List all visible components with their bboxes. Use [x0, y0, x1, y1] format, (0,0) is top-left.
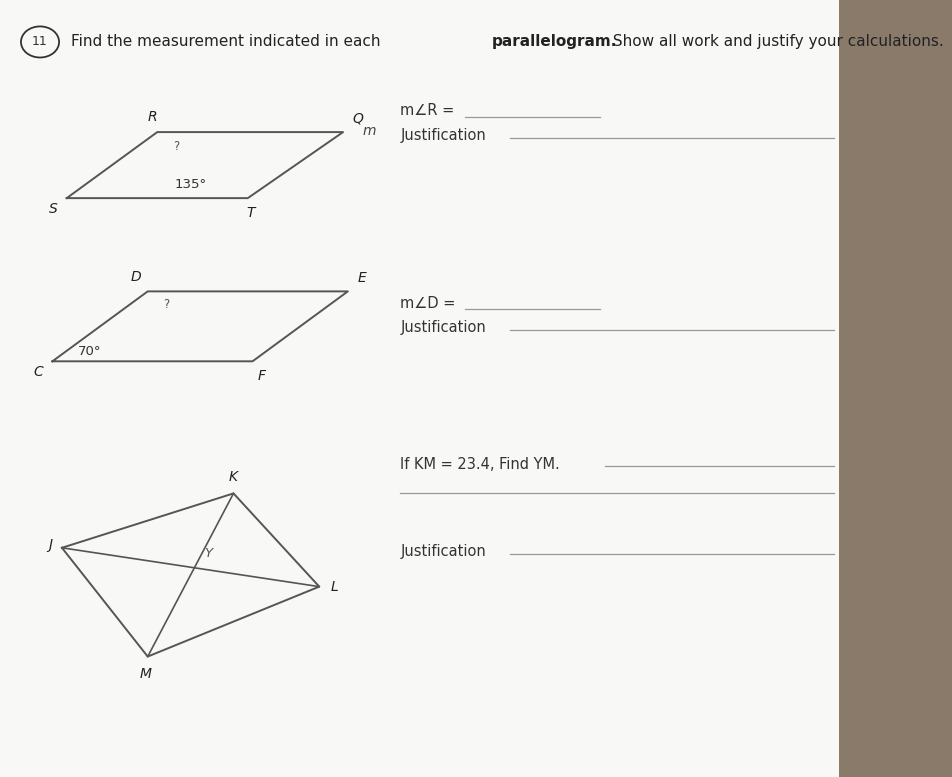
Text: M: M — [140, 667, 151, 681]
Text: F: F — [257, 369, 265, 383]
FancyBboxPatch shape — [0, 0, 866, 777]
Text: m∠D =: m∠D = — [400, 295, 455, 311]
Text: L: L — [330, 580, 338, 594]
Text: ?: ? — [173, 140, 179, 152]
Text: Justification: Justification — [400, 128, 486, 144]
Text: K: K — [228, 470, 238, 484]
Text: D: D — [130, 270, 141, 284]
Text: E: E — [357, 271, 366, 285]
Text: R: R — [148, 110, 157, 124]
Text: Q: Q — [352, 112, 363, 126]
Text: If KM = 23.4, Find YM.: If KM = 23.4, Find YM. — [400, 457, 560, 472]
Text: S: S — [49, 202, 57, 216]
Text: parallelogram.: parallelogram. — [491, 34, 617, 50]
Text: Show all work and justify your calculations.: Show all work and justify your calculati… — [607, 34, 942, 50]
Text: m∠R =: m∠R = — [400, 103, 454, 118]
Text: C: C — [33, 365, 43, 379]
Text: 135°: 135° — [174, 179, 207, 191]
Text: T: T — [247, 206, 254, 220]
Text: Justification: Justification — [400, 320, 486, 336]
Text: 70°: 70° — [78, 345, 102, 357]
Text: Justification: Justification — [400, 544, 486, 559]
Text: m: m — [362, 124, 375, 138]
Text: Find the measurement indicated in each: Find the measurement indicated in each — [71, 34, 386, 50]
Text: 11: 11 — [32, 36, 48, 48]
Text: Y: Y — [204, 547, 211, 560]
Text: ?: ? — [164, 298, 169, 311]
Text: J: J — [49, 538, 52, 552]
Bar — [838, 0, 952, 777]
